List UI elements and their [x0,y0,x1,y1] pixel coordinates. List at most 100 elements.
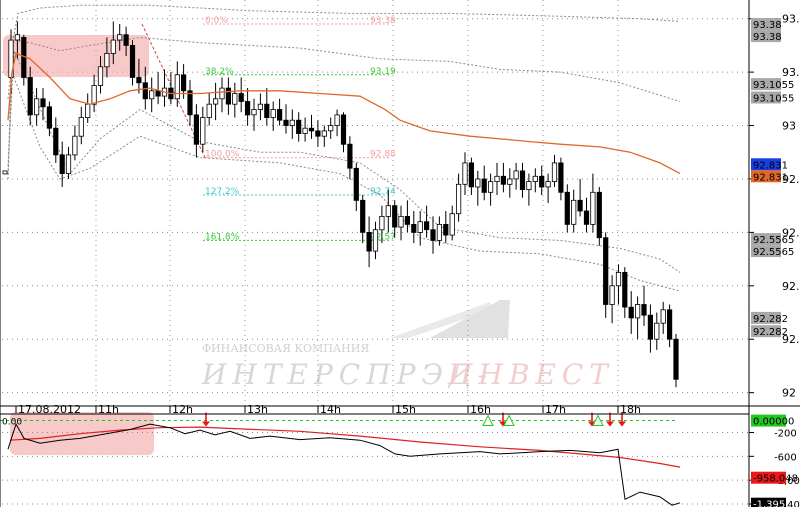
indicator-zero-label: 0.00 [2,418,22,428]
candle-body-38 [251,109,257,116]
candle-body-39 [257,103,264,110]
up-triangle-1 [503,414,515,427]
candle-body-40 [264,103,270,118]
fib-price-label-1: 93.19 [370,67,396,77]
fib-price-label-0: 93.38 [370,16,396,26]
candle-body-101 [654,322,660,340]
price-tag-label-1: 93.38 [753,32,782,43]
candle-body-93 [603,237,609,305]
candle-body-83 [539,175,545,188]
fib-label-3: 127.2% [205,187,240,197]
candle-body-55 [360,199,366,233]
candle-body-54 [353,167,359,201]
candle-body-95 [615,271,622,287]
candle-body-102 [660,309,666,324]
indicator-value-tag-box-1 [751,471,786,484]
watermark: ФИНАНСОВАЯ КОМПАНИЯ ИНТЕРСПРЭД- ИНВЕСТ [201,300,608,391]
y-axis-labels: 93.40 93.20 93 92.80 92.60 92.40 92.20 92 [749,13,800,400]
candle-body-80 [519,170,526,190]
candle-body-99 [641,304,647,316]
watermark-line1: ФИНАНСОВАЯ КОМПАНИЯ [202,342,369,355]
indicator-y-tick-label-3: -1,400 [774,500,800,507]
x-tick-label-7: 17h [545,403,566,416]
price-tag-label-8: 92.282 [753,314,788,325]
candle-body-32 [212,98,219,105]
indicator-signal-line [9,426,681,468]
candle-body-78 [507,178,513,185]
candle-body-50 [328,125,334,132]
indicator-layer: 0.00 [0,412,749,506]
indicator-value-tag-box-0 [751,414,786,427]
candle-body-13 [91,85,97,105]
candle-body-5 [40,98,46,108]
candle-body-81 [526,181,532,191]
candle-body-4 [34,98,40,116]
x-tick-label-8: 18h [620,403,641,416]
candle-body-73 [475,178,481,188]
candle-body-94 [609,285,615,305]
candle-body-96 [622,271,628,308]
x-axis-labels: 17.08.2012 11h 12h 13h 14h 15h 16h 17h 18h [15,403,641,416]
candle-body-67 [436,223,443,241]
candle-body-44 [289,119,295,126]
indicator-value-tag-label-0: 0.00000 [753,417,794,428]
fib-label-4: 161.8% [205,232,240,242]
candle-body-35 [232,93,238,105]
candle-body-34 [225,87,231,105]
candle-body-14 [97,66,104,86]
candle-body-100 [647,314,654,340]
candle-body-3 [27,77,33,116]
candle-body-76 [494,175,500,183]
moving-average-line [7,52,681,175]
candle-body-28 [187,90,193,116]
candle-body-90 [583,210,590,225]
candle-body-72 [468,162,475,188]
price-tag-box-7 [751,245,781,258]
candle-body-71 [462,162,468,185]
moving-average-layer [7,52,681,175]
candle-body-6 [46,106,53,129]
candle-body-43 [283,119,289,126]
candle-body-70 [455,183,462,215]
candle-body-69 [449,213,455,236]
candle-body-7 [53,127,59,156]
candle-body-91 [590,191,596,225]
candle-body-27 [180,74,187,92]
candle-body-48 [315,130,321,137]
candle-body-17 [117,34,123,41]
indicator-y-tick-label-0: -200 [774,428,797,439]
y-tick-label-6: 92.20 [782,333,800,346]
candle-body-98 [635,304,641,319]
x-tick-label-1: 11h [98,403,119,416]
price-tag-label-6: 92.5565 [753,235,794,246]
candle-body-84 [545,181,551,188]
candle-body-49 [321,130,327,137]
indicator-y-tick-label-2: -1,000 [774,476,800,487]
candle-body-63 [411,223,417,233]
down-arrow-head-0 [202,421,210,427]
price-tag-label-3: 93.1055 [753,93,794,104]
candle-body-57 [372,229,379,252]
x-tick-label-3: 13h [247,403,268,416]
candle-body-66 [430,229,436,241]
fibonacci-layer: 0.0% 93.38 38.2% 93.19 100.0% 92.88 127.2% 92.7… [141,16,396,242]
y-tick-label-7: 92 [782,387,796,400]
x-tick-label-2: 12h [172,403,193,416]
candle-body-87 [564,191,570,225]
price-tag-box-3 [751,91,781,104]
candle-body-10 [72,135,78,156]
candle-body-82 [532,175,538,183]
price-tag-label-4: 92.831 [753,160,788,171]
candle-body-62 [404,215,411,225]
x-tick-label-5: 15h [395,403,416,416]
candle-body-60 [392,205,398,228]
candle-body-64 [417,221,423,233]
price-tag-box-4 [751,158,781,171]
indicator-y-tick-label-1: -600 [774,452,797,463]
candle-body-88 [571,199,577,225]
candle-body-9 [65,154,72,174]
fib-label-0: 0.0% [205,16,228,26]
candle-body-31 [206,103,212,118]
indicator-axis-labels: -200 -600 -1,000 -1,400 0.00000 -958.048 -1,39… [749,414,800,511]
